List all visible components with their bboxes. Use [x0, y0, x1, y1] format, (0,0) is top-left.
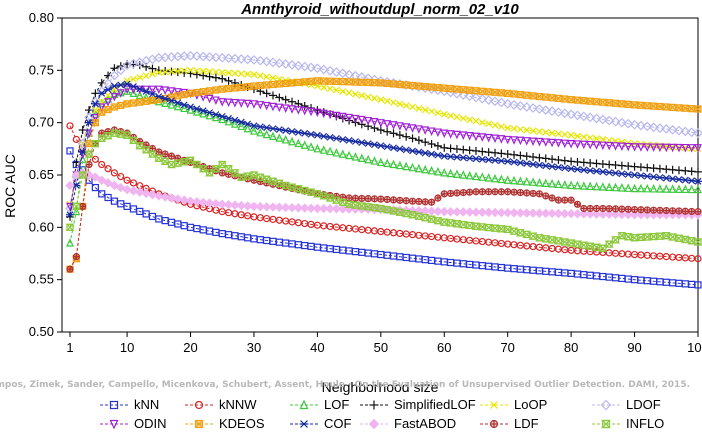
- legend-label: LDF: [514, 416, 539, 431]
- legend-label: COF: [324, 416, 352, 431]
- x-tick-label: 60: [437, 340, 451, 355]
- x-tick-label: 70: [500, 340, 514, 355]
- legend-item-knn: kNN: [100, 397, 159, 412]
- legend-item-lof: LOF: [290, 397, 349, 412]
- legend-item-kdeos: KDEOS: [185, 416, 265, 431]
- series-line-lof: [69, 90, 699, 244]
- y-axis: 0.50 0.55 0.60 0.65 0.70 0.75 0.80: [29, 10, 62, 339]
- x-axis-label: Neighborhood size: [322, 379, 439, 395]
- series-markers-inflo: [65, 129, 702, 252]
- x-tick-label: 80: [564, 340, 578, 355]
- legend-label: FastABOD: [394, 416, 456, 431]
- series-markers-ldof: [65, 50, 702, 214]
- y-tick-label: 0.80: [29, 10, 54, 25]
- series-lof: [66, 86, 702, 247]
- series-markers-kdeos: [66, 77, 702, 273]
- legend-item-ldof: LDOF: [592, 397, 661, 412]
- x-tick-label: 50: [374, 340, 388, 355]
- x-tick-label: 1: [66, 340, 73, 355]
- series-inflo: [65, 129, 702, 252]
- legend-label: LOF: [324, 397, 349, 412]
- y-axis-label: ROC AUC: [2, 154, 18, 218]
- y-tick-label: 0.50: [29, 324, 54, 339]
- legend-label: KDEOS: [219, 416, 265, 431]
- legend-label: kNN: [134, 397, 159, 412]
- x-tick-label: 40: [310, 340, 324, 355]
- x-tick-label: 30: [247, 340, 261, 355]
- series-line-knn: [69, 150, 699, 286]
- legend-item-inflo: INFLO: [592, 416, 664, 431]
- legend-item-knnw: kNNW: [185, 397, 257, 412]
- series-kdeos: [66, 77, 702, 273]
- series-markers-cof: [66, 80, 702, 219]
- x-tick-label: 100: [687, 340, 702, 355]
- legend-label: ODIN: [134, 416, 167, 431]
- y-tick-label: 0.75: [29, 62, 54, 77]
- legend-item-ldf: LDF: [480, 416, 539, 431]
- y-tick-label: 0.65: [29, 167, 54, 182]
- series-line-kdeos: [69, 80, 699, 270]
- x-tick-label: 90: [627, 340, 641, 355]
- series-markers-knn: [66, 147, 702, 289]
- legend-label: SimplifiedLOF: [394, 397, 476, 412]
- legend-item-simplifiedlof: SimplifiedLOF: [360, 397, 476, 412]
- x-tick-label: 20: [183, 340, 197, 355]
- credit-watermark: Campos, Zimek, Sander, Campello, Micenko…: [0, 380, 690, 390]
- series-line-odin: [69, 88, 699, 207]
- x-axis: 1 10 20 30 40 50 60 70 80 90 100: [66, 332, 702, 355]
- plot-area: [61, 17, 699, 333]
- y-tick-label: 0.60: [29, 219, 54, 234]
- plot-border: [61, 17, 699, 333]
- legend-label: LoOP: [514, 397, 547, 412]
- x-tick-label: 10: [120, 340, 134, 355]
- series-knn: [66, 147, 702, 289]
- chart-title: Annthyroid_withoutdupl_norm_02_v10: [240, 1, 519, 18]
- legend-label: INFLO: [626, 416, 664, 431]
- series-cof: [66, 80, 702, 219]
- legend-label: LDOF: [626, 397, 661, 412]
- legend: kNN kNNW LOF SimplifiedLOF LoOP LDOF ODIN KDEOS…: [100, 397, 664, 431]
- series-ldof: [65, 50, 702, 214]
- legend-item-loop: LoOP: [480, 397, 547, 412]
- series-markers-lof: [66, 86, 702, 247]
- y-tick-label: 0.70: [29, 115, 54, 130]
- y-tick-label: 0.55: [29, 272, 54, 287]
- legend-item-fastabod: FastABOD: [360, 416, 456, 431]
- legend-label: kNNW: [219, 397, 257, 412]
- legend-item-cof: COF: [290, 416, 352, 431]
- legend-item-odin: ODIN: [100, 416, 167, 431]
- series-layer: [65, 50, 702, 289]
